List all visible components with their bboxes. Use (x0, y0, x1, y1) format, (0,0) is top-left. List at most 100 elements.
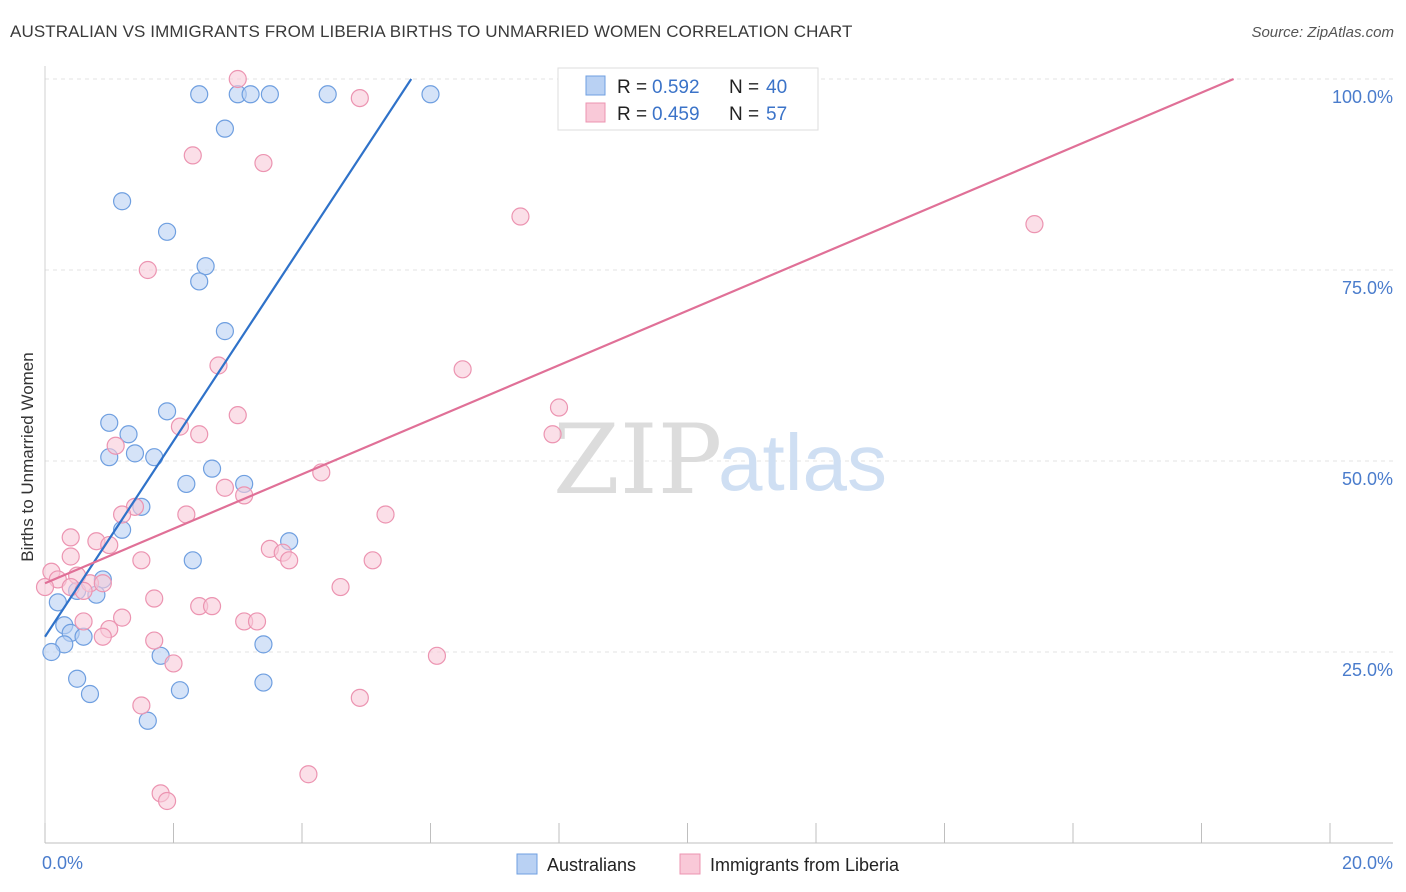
point-australians-38 (80, 684, 100, 704)
point-liberia-52 (164, 654, 183, 673)
point-australians-14 (119, 425, 138, 444)
point-australians-18 (202, 459, 222, 478)
point-liberia-11 (228, 406, 247, 425)
point-liberia-14 (543, 425, 562, 444)
point-australians-6 (215, 119, 234, 138)
chart-title: AUSTRALIAN VS IMMIGRANTS FROM LIBERIA BI… (10, 22, 853, 41)
point-liberia-50 (145, 631, 164, 650)
trend-layer (44, 77, 1235, 638)
legend-box: R = 0.592 N = 40 R = 0.459 N = 57 (557, 67, 819, 131)
point-australians-5 (421, 85, 440, 104)
watermark-atlas: atlas (718, 418, 887, 507)
point-australians-39 (170, 681, 190, 700)
point-liberia-45 (74, 612, 93, 631)
trend-line-australians (44, 78, 413, 638)
point-liberia-43 (202, 597, 222, 616)
point-liberia-9 (453, 360, 472, 379)
y-tick-label-0: 100.0% (1332, 87, 1393, 107)
point-australians-40 (138, 711, 157, 730)
bottom-legend-label-australians: Australians (547, 855, 636, 875)
point-australians-12 (157, 402, 177, 421)
watermark: ZIP atlas (553, 404, 887, 516)
bottom-legend-swatch-liberia (679, 853, 701, 875)
watermark-zip: ZIP (553, 404, 722, 516)
point-australians-33 (254, 635, 273, 654)
legend-n-value-1: 40 (766, 77, 787, 98)
point-liberia-44 (112, 608, 132, 627)
point-liberia-4 (254, 153, 273, 173)
point-liberia-30 (280, 551, 299, 570)
point-liberia-54 (132, 696, 151, 715)
point-liberia-15 (106, 436, 125, 455)
point-australians-8 (157, 222, 177, 241)
point-liberia-40 (74, 581, 93, 600)
point-liberia-28 (61, 547, 80, 566)
point-liberia-55 (299, 765, 318, 784)
point-australians-31 (74, 627, 93, 646)
legend-r-value-1: 0.592 (652, 77, 700, 98)
trend-line-liberia (44, 77, 1235, 585)
point-liberia-25 (100, 535, 119, 555)
point-liberia-10 (549, 398, 569, 417)
point-liberia-20 (112, 505, 132, 524)
point-liberia-7 (138, 260, 157, 280)
point-australians-4 (318, 85, 337, 104)
y-tick-label-3: 25.0% (1342, 660, 1393, 680)
point-liberia-29 (132, 551, 151, 570)
point-australians-2 (241, 85, 260, 104)
points-layer (35, 69, 1044, 811)
point-liberia-23 (61, 528, 80, 547)
legend-r-label-1: R = (617, 77, 647, 98)
point-liberia-53 (350, 688, 369, 707)
point-liberia-47 (247, 612, 267, 631)
point-liberia-51 (427, 646, 447, 665)
point-liberia-36 (93, 574, 112, 593)
legend-n-value-2: 57 (766, 104, 787, 125)
bottom-legend: Australians Immigrants from Liberia (516, 853, 900, 875)
point-liberia-5 (511, 207, 530, 226)
point-australians-9 (196, 257, 215, 276)
point-liberia-37 (35, 577, 55, 597)
point-liberia-6 (1025, 215, 1044, 234)
point-australians-0 (190, 85, 209, 104)
point-liberia-0 (228, 69, 247, 89)
legend-n-label-2: N = (729, 104, 759, 125)
legend-swatch-pink (585, 102, 606, 123)
point-liberia-49 (93, 627, 112, 646)
point-australians-19 (177, 474, 196, 494)
bottom-legend-label-liberia: Immigrants from Liberia (710, 855, 900, 875)
point-australians-11 (215, 322, 234, 341)
point-liberia-22 (376, 505, 395, 524)
point-australians-36 (68, 669, 87, 688)
legend-n-label-1: N = (729, 77, 759, 98)
point-liberia-3 (183, 146, 202, 165)
y-axis-label: Births to Unmarried Women (18, 352, 37, 561)
x-tick-label-0: 0.0% (42, 853, 83, 873)
point-liberia-41 (145, 589, 164, 608)
point-australians-34 (42, 642, 61, 662)
legend-r-value-2: 0.459 (652, 104, 700, 125)
point-liberia-57 (157, 791, 177, 811)
y-tick-label-1: 75.0% (1342, 278, 1393, 298)
grid-layer (45, 78, 1393, 653)
legend-swatch-blue (585, 75, 606, 96)
point-liberia-13 (190, 425, 209, 444)
point-liberia-12 (170, 417, 190, 436)
point-australians-16 (125, 444, 145, 463)
source-credit: Source: ZipAtlas.com (1251, 24, 1394, 41)
legend-r-label-2: R = (617, 104, 647, 125)
bottom-legend-swatch-australians (516, 853, 538, 875)
y-tick-label-2: 50.0% (1342, 469, 1393, 489)
point-liberia-31 (363, 551, 382, 570)
point-australians-13 (100, 413, 119, 432)
x-tick-label-1: 20.0% (1342, 853, 1393, 873)
point-australians-10 (190, 272, 209, 291)
point-australians-24 (183, 551, 202, 570)
point-liberia-17 (215, 478, 234, 497)
point-australians-3 (260, 85, 279, 104)
axes-layer: Births to Unmarried Women 100.0% 75.0% 50.… (18, 66, 1393, 873)
point-australians-37 (254, 673, 273, 692)
point-liberia-39 (331, 577, 350, 597)
point-liberia-2 (350, 88, 369, 108)
